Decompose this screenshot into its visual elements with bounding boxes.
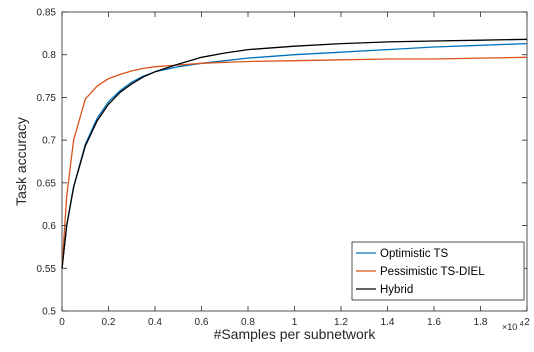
ticks-layer: 0 0.2 0.4 0.6 0.8 1 1.2 1.4 1.6 1.8 2 0.5 0.55 0.6 0.6…	[37, 8, 531, 329]
x-tick-label: 0.4	[148, 317, 162, 328]
series-line-pessimistic	[61, 56, 528, 269]
y-tick-label: 0.75	[37, 93, 57, 104]
x-tick-label: 1.4	[381, 317, 395, 328]
series-line-optimistic	[61, 42, 528, 269]
series-line-hybrid	[61, 38, 528, 269]
legend: Optimistic TS Pessimistic TS-DIEL Hybrid	[351, 241, 525, 301]
legend-label-hybrid: Hybrid	[380, 284, 413, 296]
x-tick-label: 2	[524, 317, 530, 328]
y-tick-label: 0.85	[37, 8, 57, 19]
x-multiplier-base: ×10	[502, 322, 517, 332]
y-axis-label: Task accuracy	[13, 117, 29, 206]
series-layer	[61, 38, 528, 269]
x-multiplier-exponent: 4	[520, 321, 524, 328]
legend-box	[351, 241, 525, 301]
x-tick-label: 1.2	[334, 317, 348, 328]
y-tick-label: 0.5	[42, 307, 56, 318]
x-tick-label: 0.8	[241, 317, 255, 328]
legend-label-pessimistic: Pessimistic TS-DIEL	[380, 266, 485, 278]
y-tick-label: 0.65	[37, 178, 57, 189]
y-tick-label: 0.8	[42, 50, 56, 61]
x-tick-label: 0	[59, 317, 65, 328]
y-tick-label: 0.6	[42, 221, 56, 232]
y-tick-label: 0.55	[37, 264, 57, 275]
x-tick-label: 1	[292, 317, 298, 328]
x-tick-label: 1.8	[474, 317, 488, 328]
legend-label-optimistic: Optimistic TS	[380, 248, 448, 260]
x-axis-multiplier: ×10 4	[502, 321, 524, 332]
y-tick-label: 0.7	[42, 136, 56, 147]
x-tick-label: 0.2	[102, 317, 116, 328]
x-axis-label: #Samples per subnetwork	[214, 326, 377, 342]
x-tick-label: 0.6	[195, 317, 209, 328]
x-tick-label: 1.6	[427, 317, 441, 328]
